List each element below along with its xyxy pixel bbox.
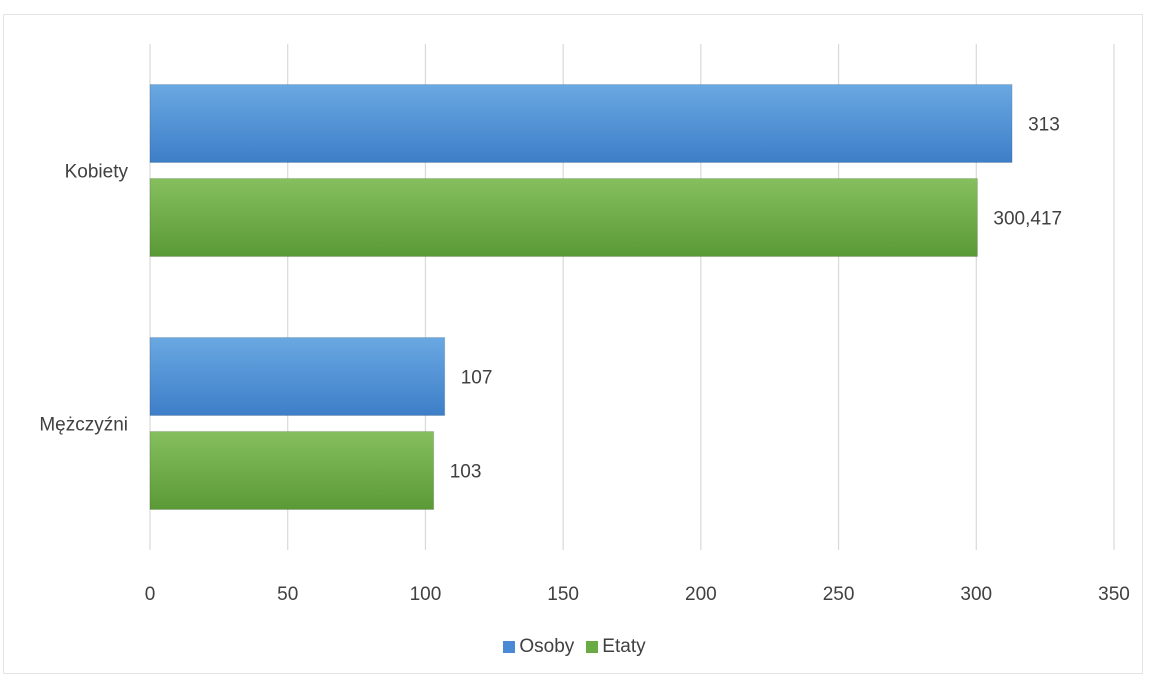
legend-item-etaty: Etaty	[586, 636, 646, 658]
legend-label: Osoby	[519, 636, 575, 657]
legend-swatch	[503, 641, 516, 653]
x-tick-label: 100	[410, 584, 442, 605]
x-tick-label: 250	[823, 584, 855, 605]
x-tick-label: 150	[547, 584, 579, 605]
x-tick-label: 350	[1098, 584, 1130, 605]
legend: Osoby Etaty	[0, 636, 1149, 659]
category-label: Mężczyźni	[39, 415, 128, 436]
data-label: 313	[1028, 115, 1060, 136]
legend-item-osoby: Osoby	[503, 636, 574, 658]
legend-label: Etaty	[602, 636, 646, 657]
x-tick-label: 200	[685, 584, 717, 605]
bar-etaty-0	[149, 178, 978, 257]
category-label: Kobiety	[65, 162, 129, 183]
x-tick-label: 300	[960, 584, 992, 605]
bar-etaty-1	[149, 431, 435, 510]
x-tick-label: 50	[277, 584, 298, 605]
data-label: 103	[450, 462, 482, 483]
bars	[149, 84, 1013, 510]
labels: 0 50 100 150 200 250 300 350 Kobiety 313 300,417 Mę…	[39, 115, 1130, 606]
legend-swatch	[586, 641, 599, 653]
x-tick-label: 0	[145, 584, 156, 605]
data-label: 300,417	[993, 209, 1062, 230]
bar-osoby-1	[149, 337, 446, 416]
bar-osoby-0	[149, 84, 1013, 163]
data-label: 107	[461, 368, 493, 389]
